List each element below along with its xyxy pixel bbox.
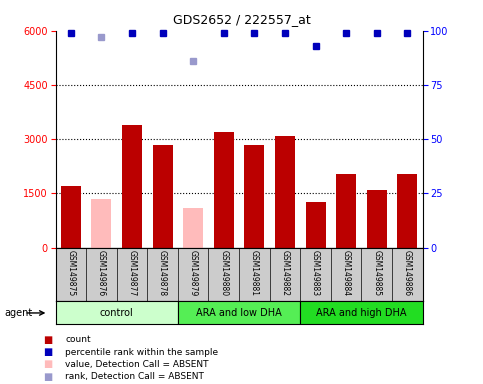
Bar: [336, 174, 356, 248]
Bar: [398, 174, 417, 248]
Text: ■: ■: [43, 372, 53, 382]
Text: GSM149881: GSM149881: [250, 250, 259, 296]
Text: GSM149877: GSM149877: [128, 250, 137, 296]
Text: ■: ■: [43, 347, 53, 357]
Text: ARA and low DHA: ARA and low DHA: [196, 308, 282, 318]
Text: GSM149879: GSM149879: [189, 250, 198, 296]
Text: control: control: [100, 308, 134, 318]
Text: GSM149878: GSM149878: [158, 250, 167, 296]
Bar: [214, 132, 234, 248]
Text: GSM149886: GSM149886: [403, 250, 412, 296]
Bar: [367, 190, 387, 248]
Text: value, Detection Call = ABSENT: value, Detection Call = ABSENT: [65, 360, 209, 369]
Bar: [275, 136, 295, 248]
Bar: [122, 125, 142, 248]
Bar: [178, 301, 300, 324]
Text: ARA and high DHA: ARA and high DHA: [316, 308, 407, 318]
Text: percentile rank within the sample: percentile rank within the sample: [65, 348, 218, 357]
Bar: [306, 202, 326, 248]
Text: GDS2652 / 222557_at: GDS2652 / 222557_at: [172, 13, 311, 26]
Bar: [153, 145, 172, 248]
Text: ■: ■: [43, 359, 53, 369]
Bar: [91, 199, 112, 248]
Bar: [56, 301, 178, 324]
Text: GSM149875: GSM149875: [66, 250, 75, 296]
Text: GSM149883: GSM149883: [311, 250, 320, 296]
Text: GSM149885: GSM149885: [372, 250, 381, 296]
Text: GSM149884: GSM149884: [341, 250, 351, 296]
Text: count: count: [65, 335, 91, 344]
Text: GSM149882: GSM149882: [281, 250, 289, 296]
Text: agent: agent: [5, 308, 33, 318]
Text: GSM149880: GSM149880: [219, 250, 228, 296]
Text: GSM149876: GSM149876: [97, 250, 106, 296]
Bar: [300, 301, 423, 324]
Bar: [61, 186, 81, 248]
Bar: [244, 145, 264, 248]
Text: rank, Detection Call = ABSENT: rank, Detection Call = ABSENT: [65, 372, 204, 381]
Bar: [183, 208, 203, 248]
Text: ■: ■: [43, 335, 53, 345]
